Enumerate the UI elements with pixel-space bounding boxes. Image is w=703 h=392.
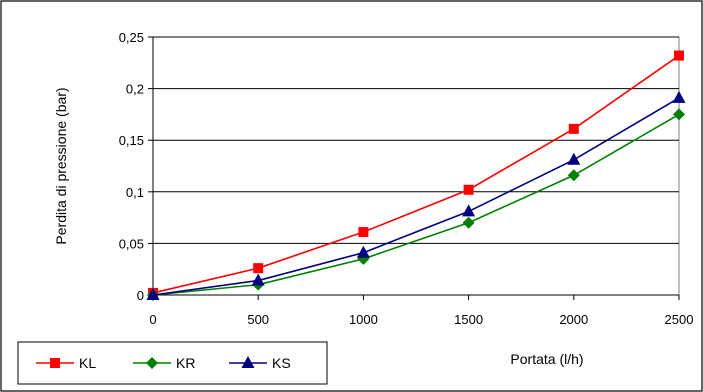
x-tick-label: 2500 <box>665 312 694 327</box>
legend-marker-kl <box>50 358 60 368</box>
series-line-kr <box>152 113 680 296</box>
legend-label-kr: KR <box>176 355 195 371</box>
y-tick-label: 0,05 <box>119 236 144 251</box>
y-tick-label: 0,2 <box>126 82 144 97</box>
y-tick-label: 0,15 <box>119 133 144 148</box>
y-tick-label: 0,1 <box>126 185 144 200</box>
y-axis-title: Perdita di pressione (bar) <box>53 87 69 244</box>
data-point-ks <box>251 273 265 286</box>
data-point-ks <box>146 288 160 300</box>
data-point-kr <box>462 216 475 229</box>
data-point-kr <box>567 169 580 182</box>
x-tick-labels: 0 500 1000 1500 2000 2500 <box>149 312 693 327</box>
series-layer <box>146 50 686 301</box>
x-tick-label: 1500 <box>454 312 483 327</box>
x-axis-title: Portata (l/h) <box>510 351 583 367</box>
gridlines <box>153 36 679 244</box>
data-point-kl <box>463 184 474 195</box>
legend: KL KR KS <box>36 355 291 371</box>
y-tick-label: 0,25 <box>119 30 144 45</box>
data-point-kl <box>674 50 684 61</box>
data-point-ks <box>356 245 370 258</box>
data-point-kl <box>568 123 579 134</box>
data-point-ks <box>672 90 686 103</box>
legend-marker-kr <box>146 357 158 369</box>
legend-label-ks: KS <box>272 355 291 371</box>
plot-area <box>152 36 680 296</box>
x-tick-label: 2000 <box>559 312 588 327</box>
data-point-kl <box>358 227 369 238</box>
x-tick-label: 1000 <box>349 312 378 327</box>
y-tick-label: 0 <box>137 288 144 303</box>
data-point-kl <box>253 263 264 274</box>
x-tick-label: 500 <box>247 312 269 327</box>
series-line-ks <box>152 97 680 296</box>
data-point-kr <box>673 108 685 121</box>
y-tick-labels: 0 0,05 0,1 0,15 0,2 0,25 <box>119 30 144 303</box>
series-ks <box>146 90 686 300</box>
axes <box>148 36 680 300</box>
x-tick-label: 0 <box>149 312 156 327</box>
legend-label-kl: KL <box>79 355 96 371</box>
data-point-ks <box>567 152 581 165</box>
legend-marker-ks <box>241 356 255 368</box>
data-point-ks <box>462 204 476 217</box>
series-line-kl <box>152 54 680 294</box>
